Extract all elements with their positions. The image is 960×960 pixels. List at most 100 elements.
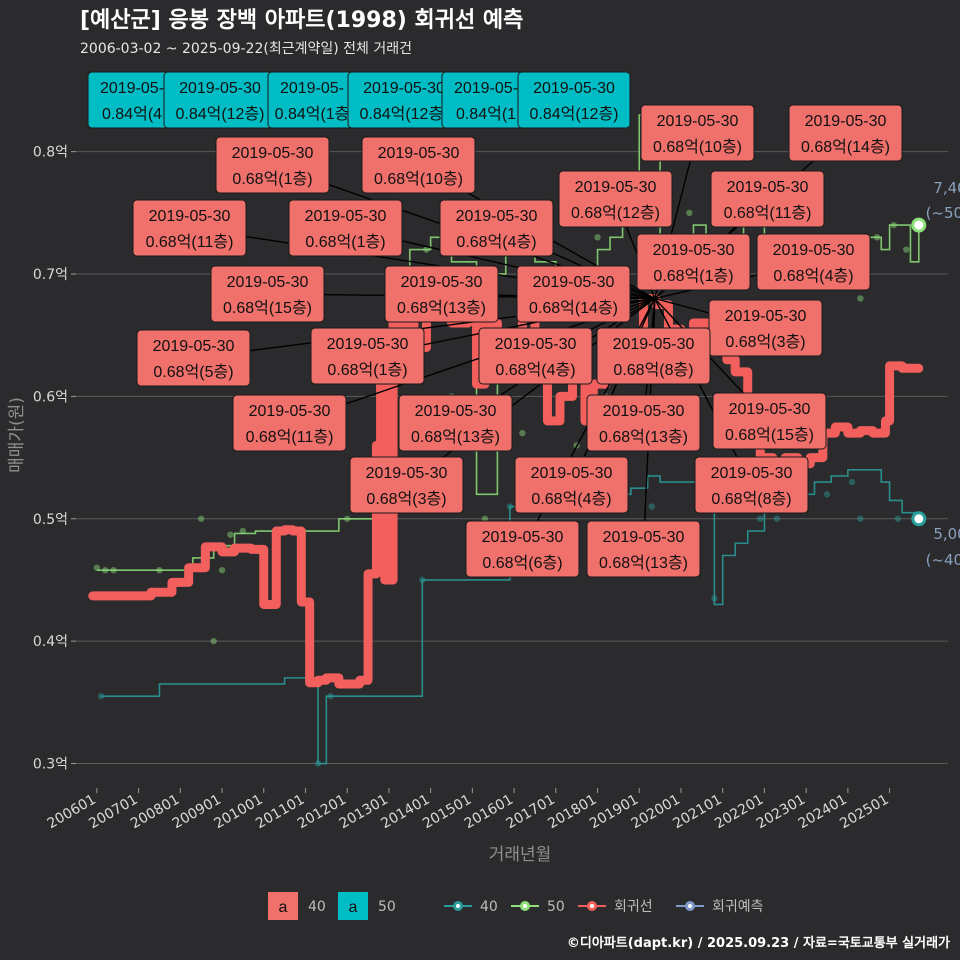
endpoint-marker-50 [911, 217, 927, 233]
chart-subtitle: 2006-03-02 ~ 2025-09-22(최근계약일) 전체 거래건 [80, 41, 412, 57]
label-value-text: 0.68억(1층) [327, 361, 407, 379]
label-box-40 [636, 233, 751, 291]
label-date-text: 2019-05-30 [401, 274, 483, 291]
label-box-40 [478, 327, 593, 385]
label-date-text: 2019-05-30 [533, 274, 615, 291]
endpoint-marker-40 [911, 511, 927, 527]
label-date-text: 2019-05-30 [613, 336, 695, 353]
label-box-40 [439, 199, 554, 257]
legend-fill-key-40 [268, 892, 298, 920]
label-value-text: 0.84억(1 [456, 105, 516, 123]
label-value-text: 0.68억(13층) [599, 428, 688, 446]
label-value-text: 0.68억(4층) [495, 361, 575, 379]
scatter-point-50 [481, 515, 489, 522]
label-date-text: 2019-05-30 [415, 403, 497, 420]
label-value-text: 0.84억(12층) [175, 105, 264, 123]
label-box-40 [516, 265, 631, 323]
label-date-text: 2019-05-30 [531, 465, 613, 482]
scatter-point-40 [857, 515, 864, 522]
endpoint-markers: 7,400 (~50㎡) 5,000 (~40㎡) [911, 179, 960, 569]
scatter-point-50 [594, 234, 601, 241]
label-box-40 [694, 456, 809, 514]
label-value-text: 0.68억(5층) [153, 363, 233, 381]
label-date-text: 2019-05-30 [149, 208, 231, 225]
label-value-text: 0.68억(13층) [599, 554, 688, 572]
legend-point-key-inner [590, 904, 594, 908]
label-value-text: 0.68억(3층) [366, 490, 446, 508]
endpoint-size-label: (~50㎡) [926, 204, 960, 222]
label-box-40 [640, 104, 755, 162]
label-date-text: 2019-05-30 [725, 308, 807, 325]
label-box-40 [788, 104, 903, 162]
label-date-text: 2019-05-30 [773, 242, 855, 259]
scatter-point-50 [227, 531, 234, 538]
label-value-text: 0.84억(4 [102, 105, 162, 123]
label-value-text: 0.68억(1층) [232, 170, 312, 188]
label-date-text: 2019-05-30 [366, 465, 448, 482]
label-focus-point [652, 296, 658, 302]
y-tick-label: 0.8억 [33, 145, 68, 161]
label-box-50 [517, 71, 631, 129]
y-tick-label: 0.3억 [33, 757, 68, 773]
chart-title: [예산군] 응봉 장백 아파트(1998) 회귀선 예측 [80, 8, 523, 33]
label-value-text: 0.68억(1층) [305, 233, 385, 251]
label-value-text: 0.68억(8층) [613, 361, 693, 379]
label-date-text: 2019-05-30 [305, 208, 387, 225]
label-box-40 [586, 520, 701, 578]
label-date-text: 2019-05-30 [727, 179, 809, 196]
legend-fill-label: 50 [378, 899, 396, 915]
label-value-text: 0.68억(15층) [725, 426, 814, 444]
y-tick-label: 0.6억 [33, 389, 68, 405]
label-value-text: 0.68억(4층) [456, 233, 536, 251]
label-value-text: 0.68억(10층) [374, 170, 463, 188]
legend-fill-label: 40 [308, 899, 326, 915]
label-box-40 [210, 265, 325, 323]
legend-fill-key-glyph: a [349, 899, 358, 916]
label-date-text: 2019-05-30 [805, 113, 887, 130]
label-box-40 [215, 136, 330, 194]
label-value-text: 0.68억(1층) [653, 267, 733, 285]
label-box-40 [465, 520, 580, 578]
legend-line-label: 회귀선 [614, 899, 653, 915]
x-axis-title: 거래년월 [489, 845, 552, 865]
label-value-text: 0.68억(12층) [571, 204, 660, 222]
label-date-text: 2019-05- [280, 80, 344, 97]
scatter-point-50 [218, 566, 226, 574]
label-value-text: 0.68억(14층) [529, 299, 618, 317]
label-value-text: 0.68억(13층) [411, 428, 500, 446]
label-value-text: 0.84억(12층) [359, 105, 448, 123]
scatter-point-50 [197, 515, 205, 522]
endpoint-value-label: 7,400 [933, 179, 960, 197]
label-box-40 [708, 299, 823, 357]
label-date-text: 2019-05-30 [653, 242, 735, 259]
legend-line-label: 40 [480, 899, 498, 915]
label-value-text: 0.84억(1층 [275, 105, 350, 123]
label-value-text: 0.68억(11층) [146, 233, 234, 251]
label-date-text: 2019-05-30 [378, 145, 460, 162]
y-tick-label: 0.4억 [33, 634, 68, 650]
label-date-text: 2019-05-30 [363, 80, 445, 97]
scatter-point-50 [210, 637, 217, 645]
label-date-text: 2019-05-30 [495, 336, 577, 353]
label-date-text: 2019-05- [100, 80, 164, 97]
label-date-text: 2019-05-30 [603, 529, 685, 546]
label-date-text: 2019-05-30 [533, 80, 615, 97]
label-value-text: 0.68억(4층) [773, 267, 853, 285]
scatter-point-50 [239, 527, 247, 535]
legend-line-label: 50 [547, 899, 565, 915]
label-date-text: 2019-05-30 [153, 338, 235, 355]
label-date-text: 2019-05-30 [227, 274, 309, 291]
scatter-point-50 [519, 429, 526, 437]
label-box-40 [384, 265, 499, 323]
label-box-40 [136, 329, 251, 387]
scatter-point-50 [686, 209, 693, 217]
label-box-40 [712, 392, 827, 450]
label-value-text: 0.84억(12층) [529, 105, 618, 123]
label-value-text: 0.68억(4층) [531, 490, 611, 508]
legend-point-key-inner [688, 904, 692, 908]
y-tick-label: 0.7억 [33, 267, 68, 283]
label-box-40 [288, 199, 403, 257]
label-box-40 [349, 456, 464, 514]
label-value-text: 0.68억(14층) [801, 138, 890, 156]
